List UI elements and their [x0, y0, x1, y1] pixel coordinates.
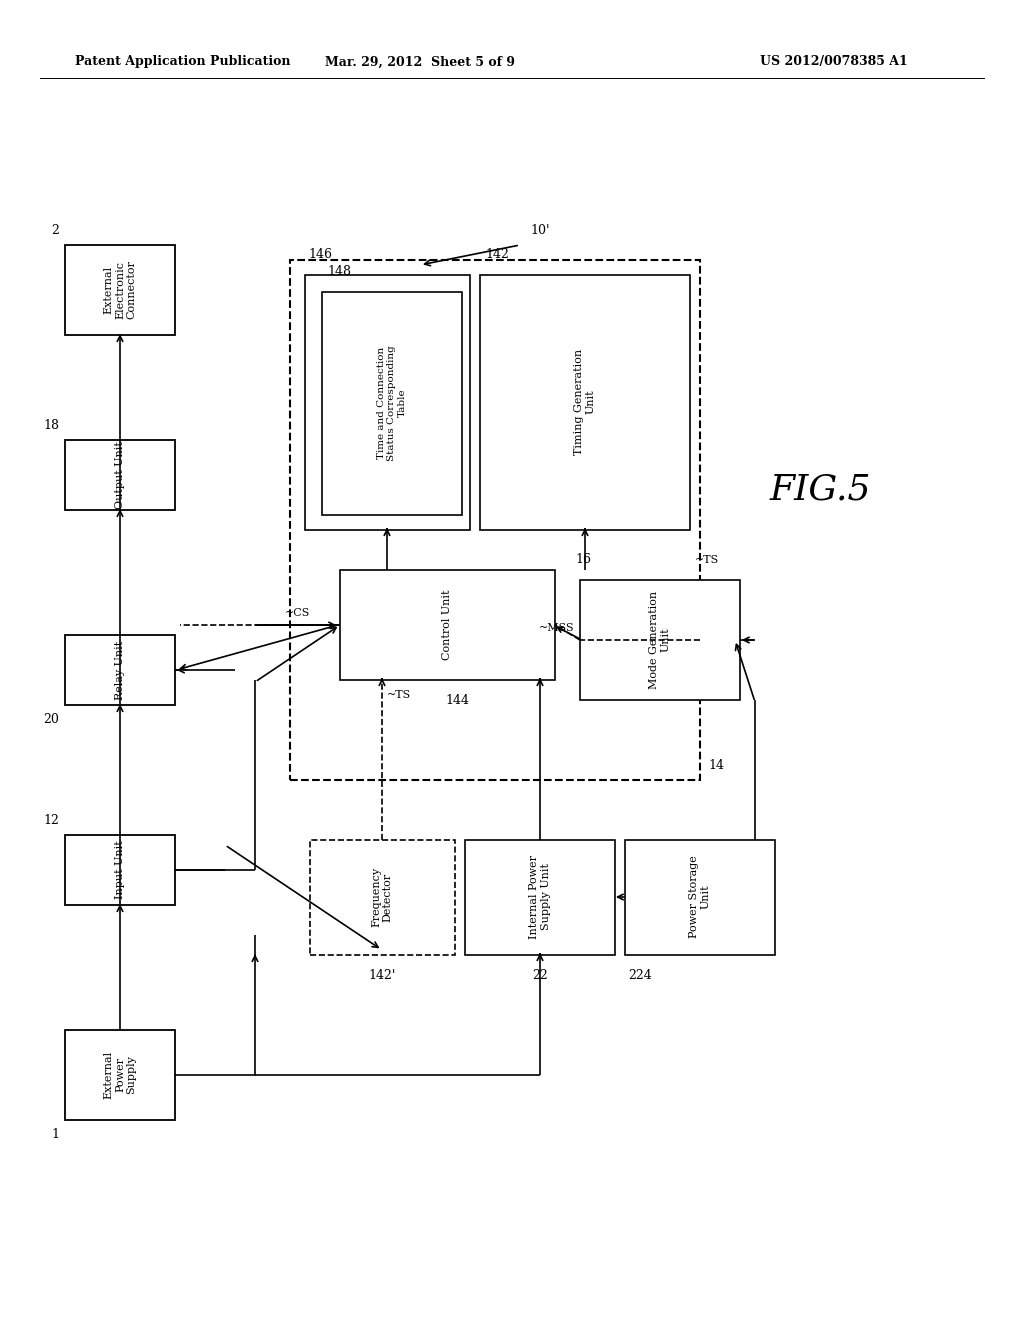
Text: FIG.5: FIG.5	[769, 473, 870, 507]
Text: Patent Application Publication: Patent Application Publication	[75, 55, 291, 69]
Text: 18: 18	[43, 418, 59, 432]
Text: US 2012/0078385 A1: US 2012/0078385 A1	[760, 55, 907, 69]
Text: Input Unit: Input Unit	[115, 841, 125, 899]
Text: 22: 22	[532, 969, 548, 982]
Text: 20: 20	[43, 713, 59, 726]
Text: 12: 12	[43, 814, 59, 828]
Text: External
Power
Supply: External Power Supply	[103, 1051, 136, 1100]
Text: 146: 146	[308, 248, 332, 261]
Text: 148: 148	[327, 265, 351, 279]
Bar	[322, 292, 462, 515]
Bar	[625, 840, 775, 954]
Text: Power Storage
Unit: Power Storage Unit	[689, 855, 711, 939]
Text: External
Electronic
Connector: External Electronic Connector	[103, 260, 136, 319]
Text: 144: 144	[445, 694, 469, 708]
Text: Mode Generation
Unit: Mode Generation Unit	[649, 591, 671, 689]
Text: 142': 142'	[369, 969, 395, 982]
Bar	[480, 275, 690, 531]
Bar	[65, 246, 175, 335]
Text: Internal Power
Supply Unit: Internal Power Supply Unit	[529, 855, 551, 939]
Text: Memory Unit: Memory Unit	[382, 364, 392, 440]
Text: Time and Connection
Status Corresponding
Table: Time and Connection Status Corresponding…	[377, 345, 407, 461]
Text: ~MSS: ~MSS	[540, 623, 575, 634]
Bar	[305, 275, 470, 531]
Text: Output Unit: Output Unit	[115, 441, 125, 510]
Bar	[580, 579, 740, 700]
Text: ~TS: ~TS	[387, 690, 412, 700]
Bar	[465, 840, 615, 954]
Bar	[65, 635, 175, 705]
Text: 10': 10'	[530, 223, 550, 236]
Text: 16: 16	[575, 553, 591, 566]
Bar	[65, 440, 175, 510]
Text: 142: 142	[485, 248, 509, 261]
Text: ~TS: ~TS	[695, 554, 719, 565]
Text: Mar. 29, 2012  Sheet 5 of 9: Mar. 29, 2012 Sheet 5 of 9	[325, 55, 515, 69]
Text: Relay Unit: Relay Unit	[115, 640, 125, 700]
Bar	[290, 260, 700, 780]
Text: Timing Generation
Unit: Timing Generation Unit	[574, 348, 596, 455]
Text: 224: 224	[628, 969, 651, 982]
Text: Control Unit: Control Unit	[442, 590, 452, 660]
Bar	[65, 1030, 175, 1119]
Bar	[340, 570, 555, 680]
Bar	[310, 840, 455, 954]
Text: ~CS: ~CS	[285, 609, 310, 618]
Text: Frequency
Detector: Frequency Detector	[371, 867, 393, 927]
Text: 14: 14	[708, 759, 724, 772]
Text: 1: 1	[51, 1129, 59, 1140]
Bar	[65, 836, 175, 906]
Text: 2: 2	[51, 224, 59, 238]
